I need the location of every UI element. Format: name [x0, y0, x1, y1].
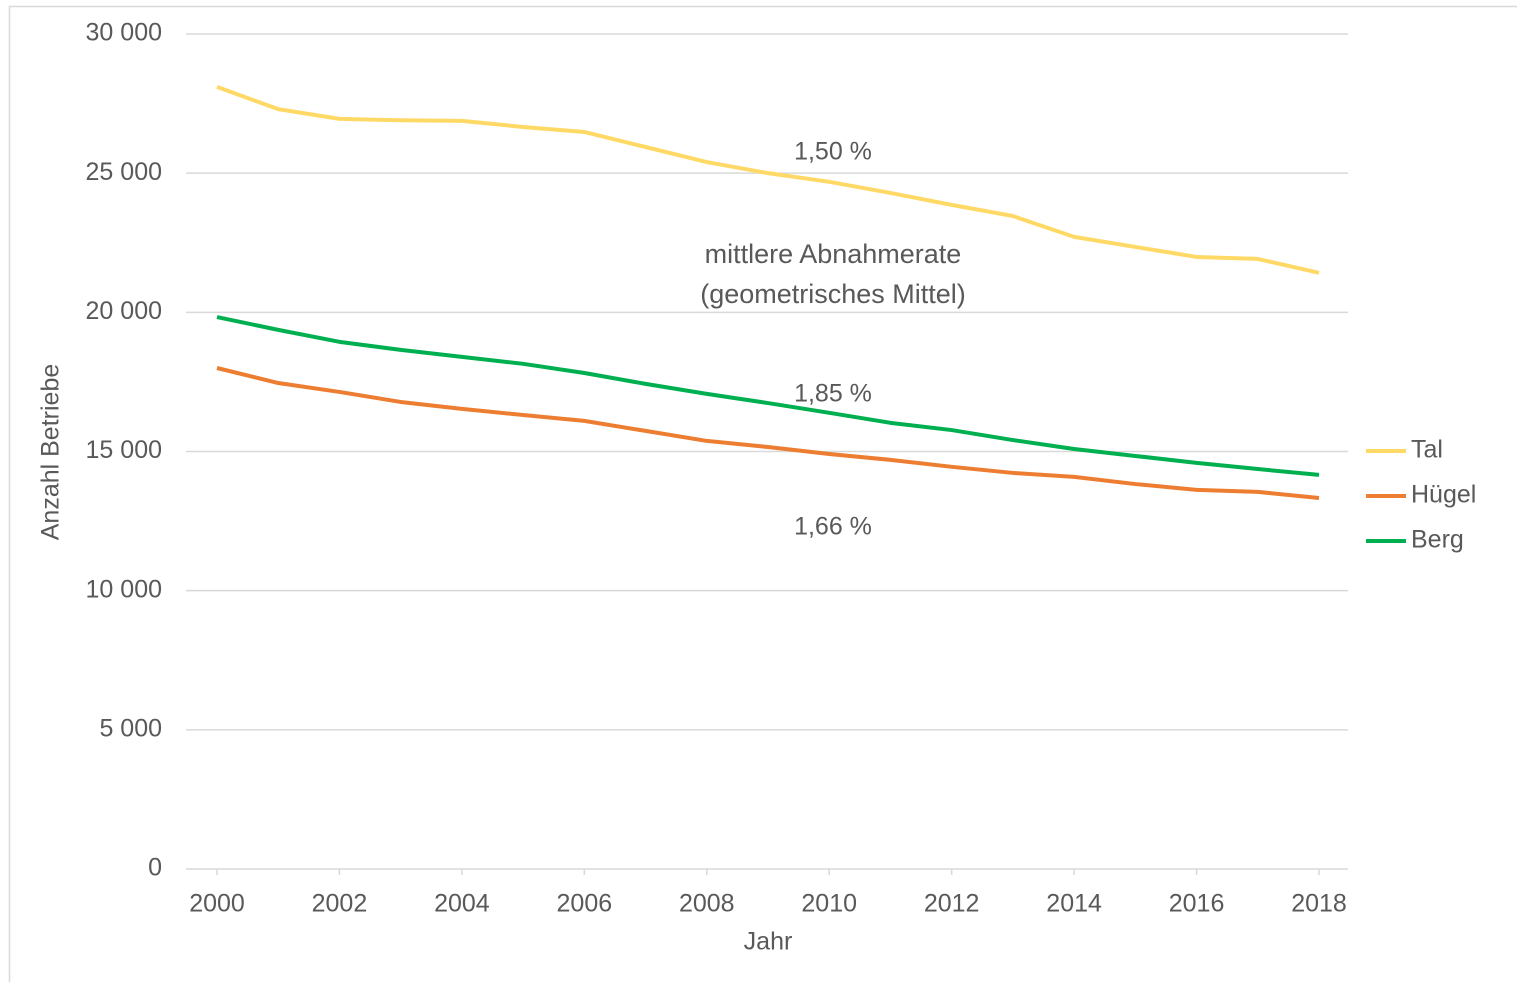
x-tick-label: 2008	[679, 890, 735, 918]
y-tick-label: 0	[148, 854, 162, 882]
annotation: 1,50 %	[794, 138, 872, 166]
y-tick-label: 5 000	[99, 714, 162, 742]
y-tick-label: 30 000	[86, 19, 162, 47]
y-tick-label: 25 000	[86, 158, 162, 186]
annotation: (geometrisches Mittel)	[700, 279, 966, 309]
annotation: 1,66 %	[794, 513, 872, 541]
data-line	[216, 366, 1320, 500]
x-tick-label: 2000	[189, 890, 245, 918]
annotation: 1,85 %	[794, 380, 872, 408]
x-tick-label: 2004	[434, 890, 490, 918]
y-tick-label: 10 000	[86, 575, 162, 603]
x-tick-label: 2010	[801, 890, 857, 918]
x-tick-label: 2006	[557, 890, 613, 918]
legend-label: Tal	[1411, 436, 1443, 464]
x-tick-label: 2014	[1046, 890, 1102, 918]
data-line	[216, 315, 1320, 477]
x-axis-title: Jahr	[744, 928, 793, 956]
x-tick-label: 2016	[1169, 890, 1225, 918]
y-tick-label: 15 000	[86, 436, 162, 464]
x-tick-label: 2002	[312, 890, 368, 918]
annotation: mittlere Abnahmerate	[705, 239, 962, 269]
y-axis-title: Anzahl Betriebe	[37, 364, 65, 541]
y-tick-label: 20 000	[86, 297, 162, 325]
legend-label: Hügel	[1411, 481, 1476, 509]
x-tick-label: 2012	[924, 890, 980, 918]
legend-label: Berg	[1411, 526, 1464, 554]
data-line	[216, 85, 1320, 275]
chart-border	[8, 5, 1517, 982]
x-tick-label: 2018	[1291, 890, 1347, 918]
